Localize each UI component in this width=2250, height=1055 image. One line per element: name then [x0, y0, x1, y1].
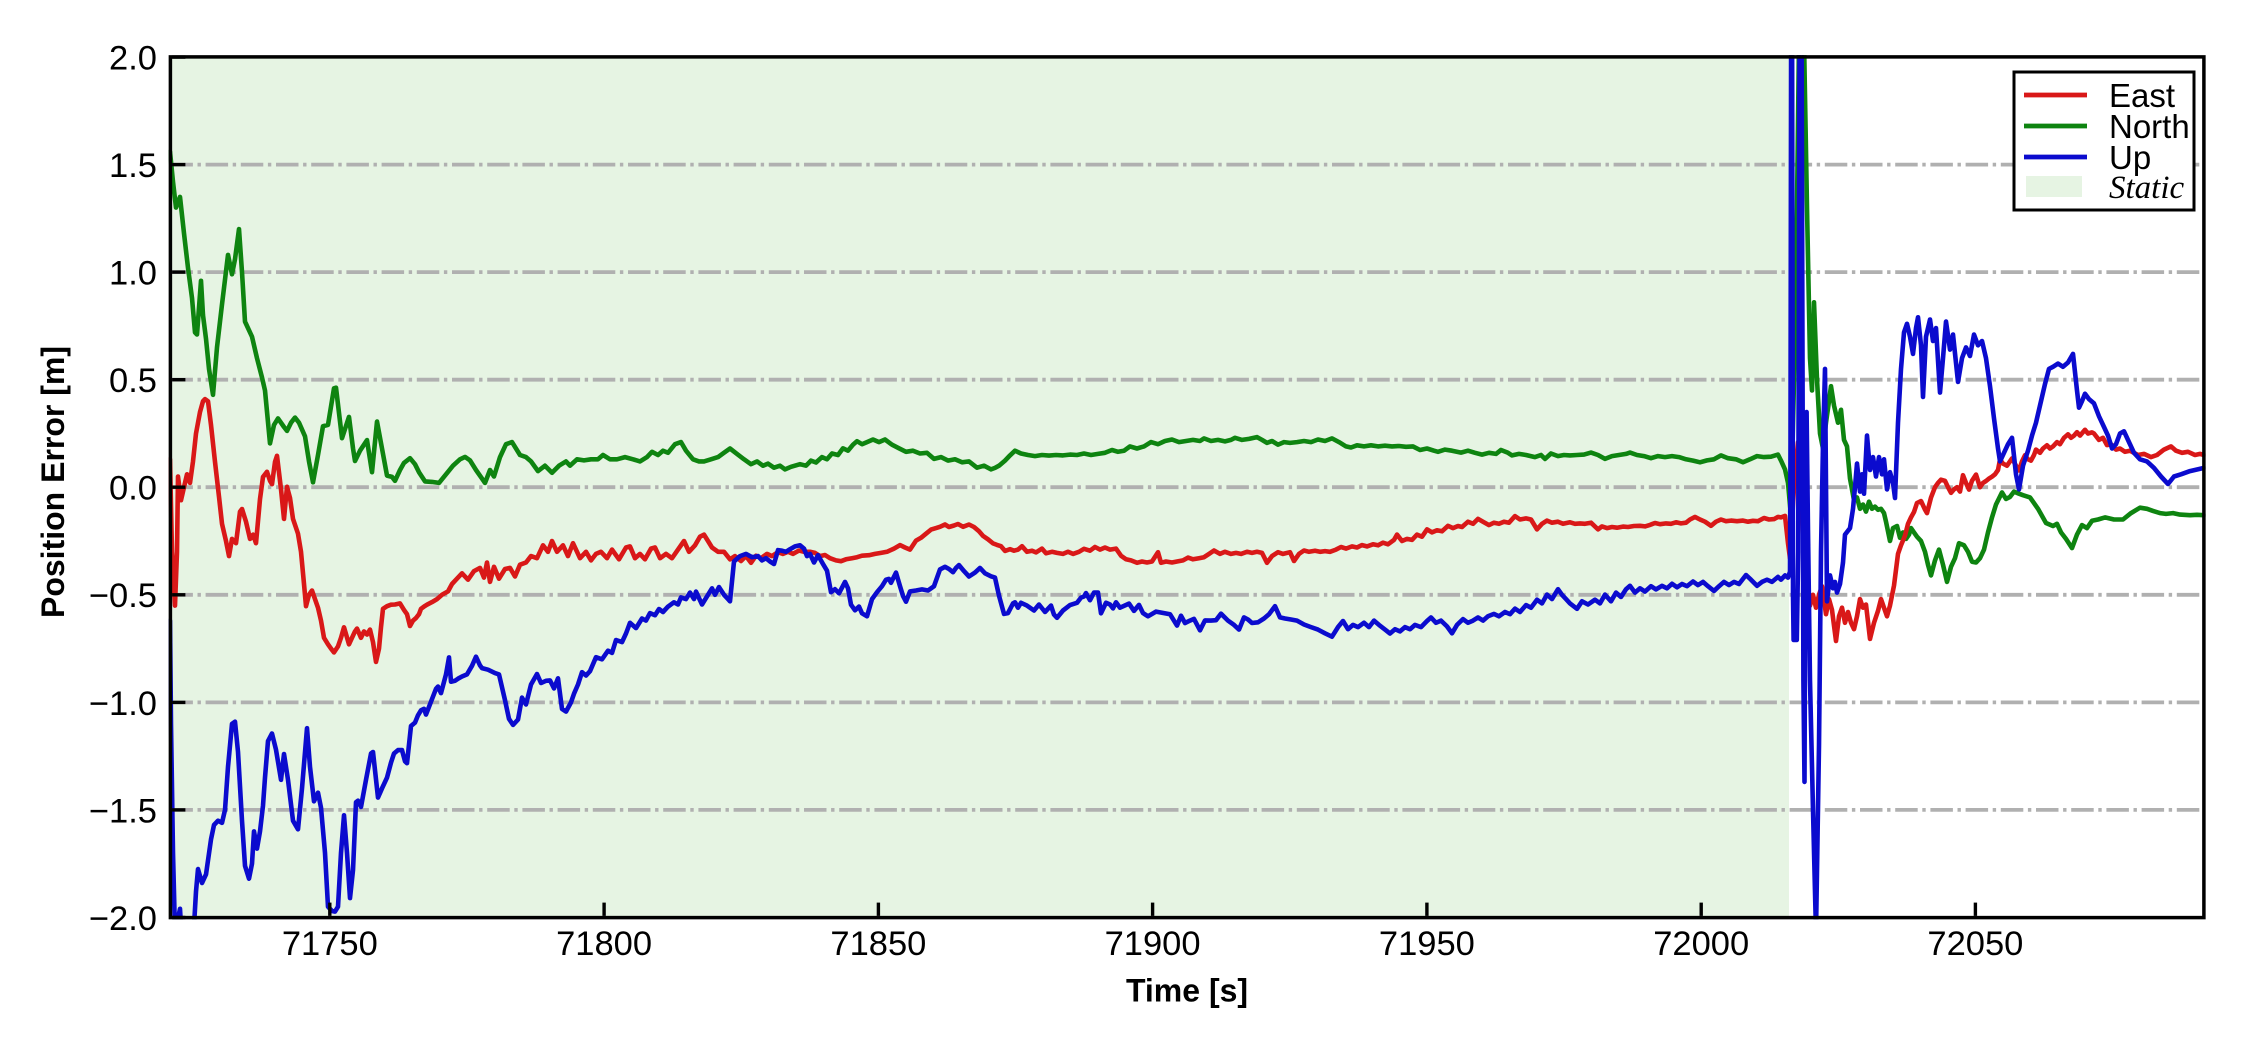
svg-text:71900: 71900 [1105, 925, 1201, 963]
svg-text:0.5: 0.5 [109, 362, 157, 400]
svg-text:−0.5: −0.5 [89, 577, 157, 615]
svg-text:1.0: 1.0 [109, 255, 157, 293]
svg-text:71950: 71950 [1379, 925, 1475, 963]
svg-text:1.5: 1.5 [109, 147, 157, 185]
svg-text:Static: Static [2109, 170, 2185, 206]
svg-text:71800: 71800 [556, 925, 652, 963]
svg-text:Position Error [m]: Position Error [m] [35, 346, 71, 618]
svg-text:71750: 71750 [282, 925, 378, 963]
svg-text:0.0: 0.0 [109, 470, 157, 508]
svg-text:North: North [2109, 108, 2190, 145]
svg-text:72000: 72000 [1653, 925, 1749, 963]
svg-text:Time [s]: Time [s] [1126, 973, 1248, 1009]
svg-text:−1.5: −1.5 [89, 792, 157, 830]
svg-text:East: East [2109, 77, 2175, 114]
svg-text:71850: 71850 [830, 925, 926, 963]
svg-text:−2.0: −2.0 [89, 900, 157, 938]
svg-text:Up: Up [2109, 139, 2151, 176]
svg-text:2.0: 2.0 [109, 40, 157, 78]
svg-text:−1.0: −1.0 [89, 685, 157, 723]
svg-text:72050: 72050 [1927, 925, 2023, 963]
